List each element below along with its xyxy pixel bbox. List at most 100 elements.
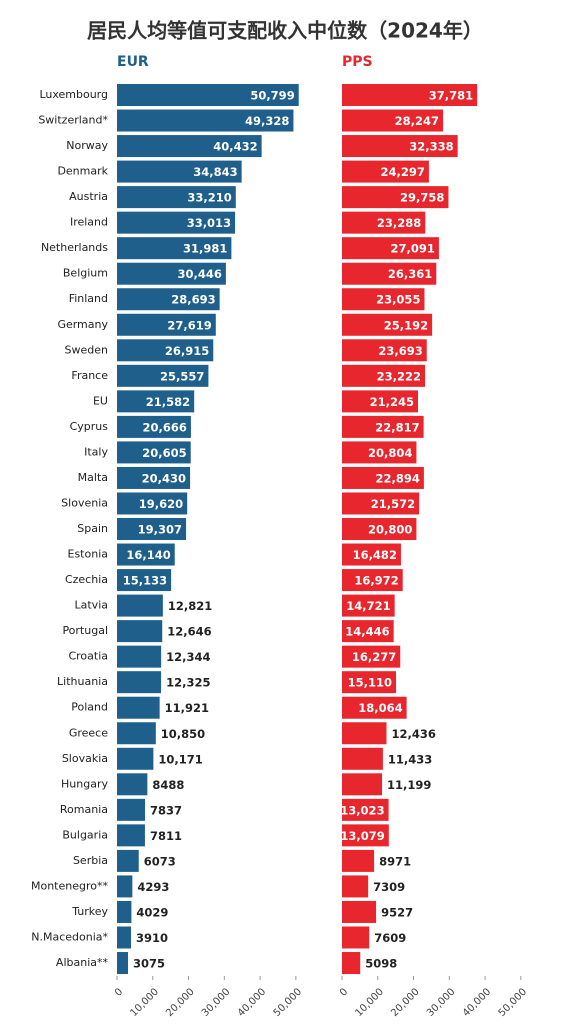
x-tick-label: 50,000 — [497, 986, 530, 1019]
category-label: Cyprus — [70, 420, 109, 433]
bar — [342, 849, 375, 872]
value-label: 33,210 — [187, 191, 231, 205]
category-label: Finland — [69, 292, 108, 305]
bar — [342, 824, 389, 847]
value-label: 28,693 — [171, 293, 215, 307]
value-label: 29,758 — [400, 191, 444, 205]
x-tick-label: 10,000 — [128, 986, 161, 1019]
bar — [342, 671, 397, 694]
bar — [117, 339, 214, 362]
x-tick-label: 30,000 — [200, 986, 233, 1019]
value-label: 21,245 — [370, 395, 414, 409]
bar — [342, 543, 401, 566]
value-label: 7837 — [150, 803, 182, 817]
category-label: Slovenia — [61, 496, 108, 509]
value-label: 3910 — [136, 931, 168, 945]
value-label: 12,821 — [168, 599, 212, 613]
bar — [342, 237, 439, 260]
bar — [117, 211, 236, 234]
bar — [342, 773, 383, 796]
value-label: 22,894 — [375, 471, 419, 485]
value-label: 20,804 — [368, 446, 412, 460]
value-label: 27,091 — [391, 242, 435, 256]
value-label: 25,192 — [384, 318, 428, 332]
bar — [117, 160, 242, 183]
category-label: Montenegro** — [31, 879, 109, 892]
value-label: 16,140 — [126, 548, 170, 562]
value-label: 11,921 — [165, 701, 209, 715]
bar — [117, 569, 172, 592]
x-tick-label: 10,000 — [353, 986, 386, 1019]
bar — [117, 747, 154, 770]
bar — [117, 671, 162, 694]
bar — [342, 952, 361, 975]
category-label: Italy — [84, 445, 108, 458]
bar — [117, 952, 128, 975]
bar — [117, 237, 232, 260]
x-tick-label: 20,000 — [164, 986, 197, 1019]
value-label: 12,436 — [391, 727, 435, 741]
value-label: 11,433 — [388, 752, 432, 766]
value-label: 10,850 — [161, 727, 205, 741]
value-label: 30,446 — [178, 267, 222, 281]
bar — [342, 211, 426, 234]
category-label: Austria — [69, 190, 108, 203]
bar — [342, 696, 407, 719]
category-label: Bulgaria — [62, 828, 108, 841]
value-label: 10,171 — [158, 752, 202, 766]
bar — [342, 747, 383, 770]
bar — [342, 466, 424, 489]
value-label: 15,133 — [123, 574, 167, 588]
value-label: 20,605 — [142, 446, 186, 460]
bar — [117, 722, 156, 745]
value-label: 20,800 — [368, 523, 412, 537]
value-label: 16,482 — [353, 548, 397, 562]
value-label: 13,023 — [340, 803, 384, 817]
value-label: 11,199 — [387, 778, 431, 792]
value-label: 6073 — [144, 854, 176, 868]
value-label: 18,064 — [358, 701, 402, 715]
category-label: Spain — [77, 522, 108, 535]
value-label: 8488 — [152, 778, 184, 792]
bar — [342, 313, 433, 336]
category-label: Norway — [66, 139, 108, 152]
value-label: 12,646 — [167, 625, 211, 639]
category-label: EU — [93, 394, 108, 407]
bar — [342, 186, 449, 209]
bar — [342, 518, 417, 541]
bar — [342, 569, 403, 592]
bar — [342, 594, 395, 617]
bar — [342, 109, 444, 132]
panel-header: PPS — [342, 54, 373, 70]
value-label: 16,277 — [352, 650, 396, 664]
bar — [342, 798, 389, 821]
category-label: Portugal — [62, 624, 108, 637]
category-label: Slovakia — [62, 752, 108, 765]
value-label: 32,338 — [409, 140, 453, 154]
value-label: 15,110 — [348, 676, 392, 690]
category-label: France — [71, 369, 108, 382]
value-label: 16,972 — [354, 574, 398, 588]
value-label: 34,843 — [193, 165, 237, 179]
value-label: 26,361 — [388, 267, 432, 281]
bar — [117, 313, 216, 336]
bar — [342, 645, 401, 668]
bar — [342, 900, 377, 923]
value-label: 13,079 — [340, 829, 384, 843]
bar — [342, 620, 394, 643]
value-label: 27,619 — [167, 318, 211, 332]
bar — [342, 390, 418, 413]
bar — [117, 543, 175, 566]
bar — [117, 262, 226, 285]
panel-header: EUR — [117, 54, 149, 70]
category-label: Malta — [78, 471, 108, 484]
value-label: 7609 — [374, 931, 406, 945]
category-label: Denmark — [57, 165, 108, 178]
value-label: 22,817 — [375, 420, 419, 434]
value-label: 3075 — [133, 957, 165, 971]
category-label: Ireland — [70, 216, 108, 229]
category-label: Poland — [71, 701, 108, 714]
x-tick-label: 40,000 — [236, 986, 269, 1019]
value-label: 49,328 — [245, 114, 289, 128]
